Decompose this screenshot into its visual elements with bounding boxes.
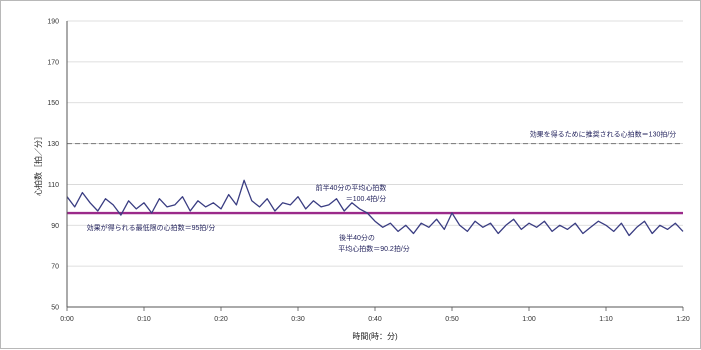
- x-tick-label: 0:30: [291, 316, 305, 323]
- x-tick-label: 0:50: [445, 316, 459, 323]
- y-tick-label: 110: [48, 182, 59, 189]
- annotation-first-half-line1: 前半40分の平均心拍数: [316, 183, 387, 192]
- reference-label-minimum: 効果が得られる最低限の心拍数＝95拍/分: [87, 223, 216, 232]
- y-tick-label: 170: [47, 59, 59, 66]
- y-tick-label: 150: [47, 100, 59, 107]
- grid-layer: [67, 20, 683, 267]
- heart-rate-series-line: [66, 179, 684, 237]
- annotation-second-half-line1: 後半40分の: [339, 233, 375, 242]
- x-tick-label: 0:00: [60, 316, 74, 323]
- y-tick-label: 130: [47, 141, 59, 148]
- x-tick-label: 0:20: [214, 316, 228, 323]
- reference-label-recommended: 効果を得るために推奨される心拍数＝130拍/分: [530, 130, 677, 139]
- x-axis-label: 時間(時：分): [352, 332, 398, 341]
- annotation-first-half-line2: ＝100.4拍/分: [346, 194, 386, 203]
- reference-lines: [67, 143, 683, 215]
- y-tick-label: 50: [51, 305, 59, 312]
- y-tick-label: 90: [51, 223, 59, 230]
- y-tick-label: 190: [47, 19, 59, 26]
- y-tick-label: 70: [51, 264, 59, 271]
- x-tick-label: 1:20: [676, 316, 690, 323]
- x-tick-label: 0:10: [137, 316, 151, 323]
- series-layer: [66, 179, 684, 237]
- axis-layer: [66, 21, 684, 311]
- y-axis-label: 心拍数［拍／分］: [33, 132, 43, 196]
- x-tick-label: 1:00: [522, 316, 536, 323]
- annotation-second-half-line2: 平均心拍数＝90.2拍/分: [338, 244, 410, 253]
- tick-labels: 50 70 90 110 130 150 170 190 0:00 0:10 0:20 0:30 0:4…: [47, 19, 690, 324]
- x-tick-label: 1:10: [599, 316, 613, 323]
- x-tick-label: 0:40: [368, 316, 382, 323]
